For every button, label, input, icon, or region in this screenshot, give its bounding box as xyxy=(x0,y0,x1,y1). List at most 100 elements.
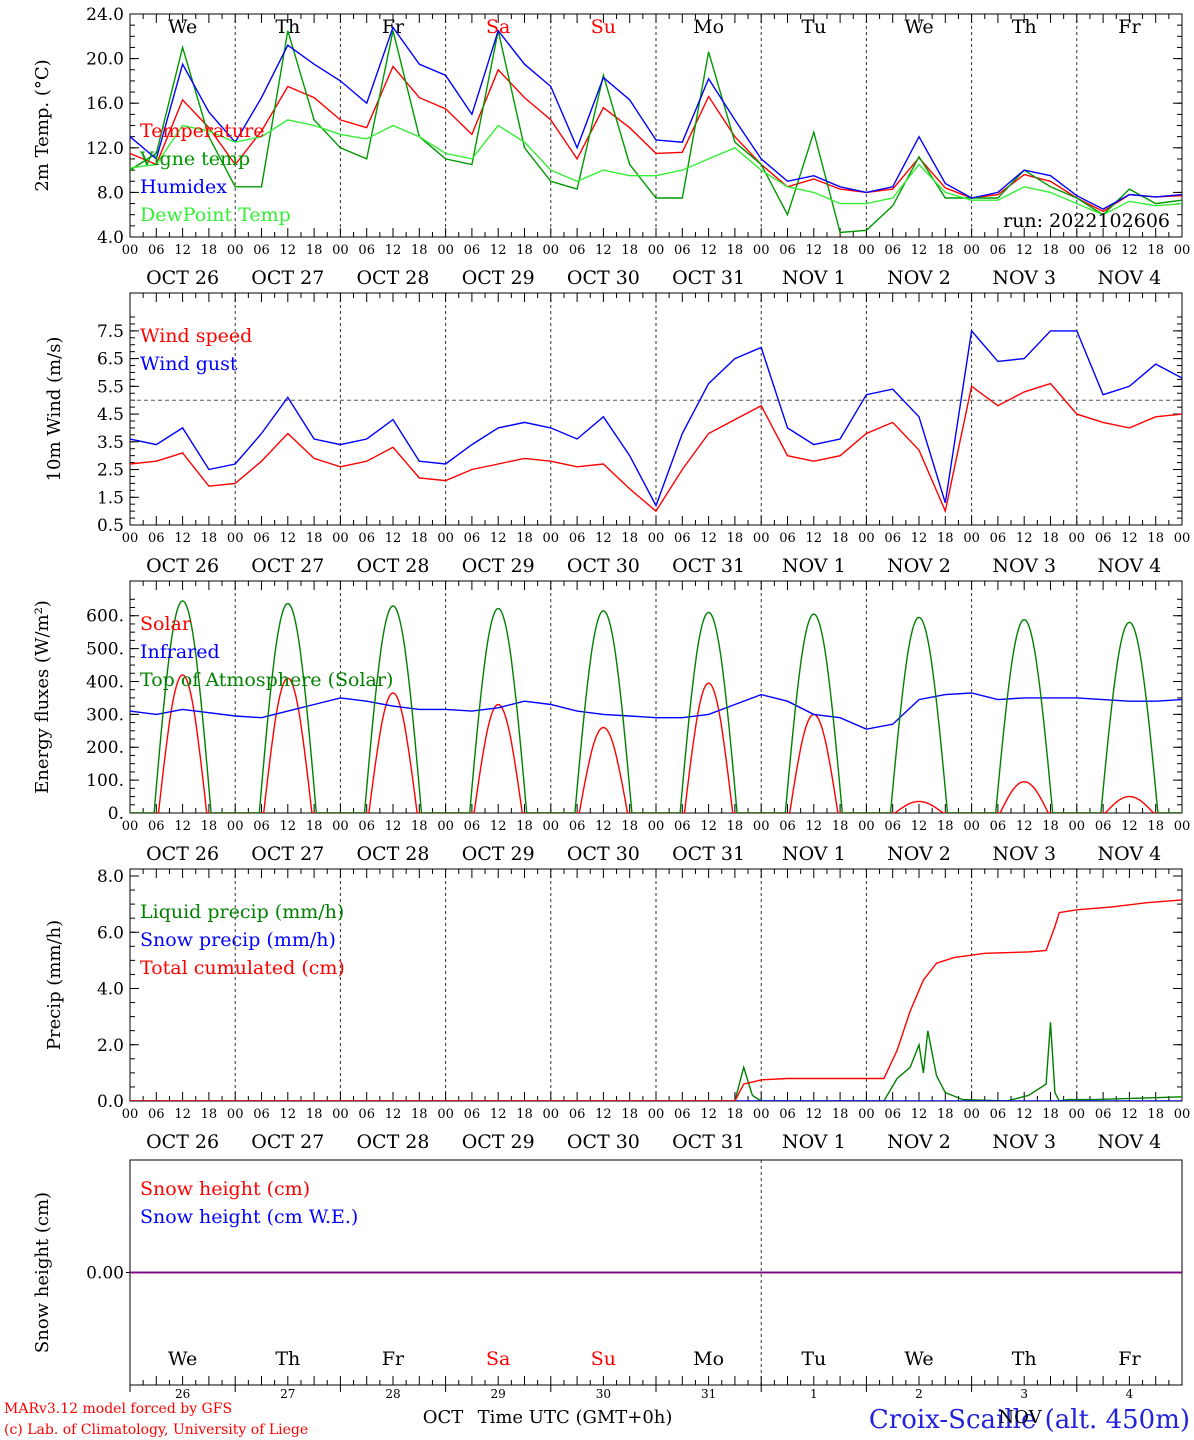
hour-tick-label: 00 xyxy=(1069,243,1086,258)
hour-tick-label: 12 xyxy=(1016,1107,1033,1122)
date-label: NOV 3 xyxy=(992,267,1056,289)
date-label: NOV 2 xyxy=(887,843,951,865)
hour-tick-label: 00 xyxy=(1174,243,1191,258)
weekday-label: Sa xyxy=(486,16,510,38)
hour-tick-label: 18 xyxy=(937,531,954,546)
date-label: OCT 26 xyxy=(146,1131,219,1153)
y-tick-label: 24.0 xyxy=(86,5,124,25)
hour-tick-label: 06 xyxy=(569,531,586,546)
weekday-label: We xyxy=(168,1348,197,1370)
date-label: NOV 1 xyxy=(782,1131,846,1153)
hour-tick-label: 18 xyxy=(411,243,428,258)
footer-x-axis-label: Time UTC (GMT+0h) xyxy=(478,1407,673,1428)
hour-tick-label: 18 xyxy=(832,1107,849,1122)
hour-tick-label: 06 xyxy=(990,819,1007,834)
date-label: OCT 31 xyxy=(672,843,745,865)
hour-tick-label: 12 xyxy=(280,531,297,546)
hour-tick-label: 12 xyxy=(490,819,507,834)
hour-tick-label: 00 xyxy=(437,1107,454,1122)
hour-tick-label: 00 xyxy=(1069,1107,1086,1122)
hour-tick-label: 00 xyxy=(227,819,244,834)
legend-entry: Wind speed xyxy=(140,325,252,347)
date-label: OCT 29 xyxy=(462,555,535,577)
hour-tick-label: 06 xyxy=(884,1107,901,1122)
hour-tick-label: 00 xyxy=(437,819,454,834)
y-axis-label: Energy fluxes (W/m²) xyxy=(32,600,53,794)
hour-tick-label: 12 xyxy=(595,1107,612,1122)
hour-tick-label: 00 xyxy=(437,531,454,546)
hour-tick-label: 06 xyxy=(148,819,165,834)
hour-tick-label: 18 xyxy=(201,243,218,258)
date-label: NOV 1 xyxy=(782,555,846,577)
panel-4: 0.0 2.0 4.0 6.0 8.0 Precip (mm/h) 00 06 12 18 OCT … xyxy=(44,867,1190,1153)
hour-tick-label: 06 xyxy=(148,531,165,546)
hour-tick-label: 06 xyxy=(1095,243,1112,258)
legend-entry: Humidex xyxy=(140,176,227,198)
hour-tick-label: 06 xyxy=(674,531,691,546)
hour-tick-label: 06 xyxy=(779,243,796,258)
hour-tick-label: 18 xyxy=(727,531,744,546)
y-tick-label: 600. xyxy=(86,607,124,627)
hour-tick-label: 18 xyxy=(832,819,849,834)
hour-tick-label: 18 xyxy=(411,1107,428,1122)
date-label: OCT 28 xyxy=(356,1131,429,1153)
hour-tick-label: 18 xyxy=(727,819,744,834)
date-label: OCT 29 xyxy=(462,843,535,865)
hour-tick-label: 12 xyxy=(911,1107,928,1122)
hour-tick-label: 06 xyxy=(779,531,796,546)
y-tick-label: 4.0 xyxy=(97,980,124,1000)
hour-tick-label: 18 xyxy=(832,243,849,258)
y-tick-label: 1.5 xyxy=(97,488,124,508)
date-label: OCT 27 xyxy=(251,1131,324,1153)
hour-tick-label: 00 xyxy=(648,1107,665,1122)
hour-tick-label: 12 xyxy=(174,1107,191,1122)
legend-entry: Snow precip (mm/h) xyxy=(140,929,336,951)
hour-tick-label: 12 xyxy=(174,243,191,258)
hour-tick-label: 18 xyxy=(937,243,954,258)
hour-tick-label: 06 xyxy=(148,1107,165,1122)
hour-tick-label: 00 xyxy=(1174,1107,1191,1122)
hour-tick-label: 00 xyxy=(753,243,770,258)
hour-tick-label: 06 xyxy=(990,531,1007,546)
hour-tick-label: 06 xyxy=(990,243,1007,258)
hour-tick-label: 18 xyxy=(201,819,218,834)
y-tick-label: 12.0 xyxy=(86,139,124,159)
hour-tick-label: 06 xyxy=(674,1107,691,1122)
hour-tick-label: 00 xyxy=(858,531,875,546)
hour-tick-label: 00 xyxy=(963,819,980,834)
date-label: NOV 1 xyxy=(782,843,846,865)
hour-tick-label: 06 xyxy=(148,243,165,258)
hour-tick-label: 12 xyxy=(700,243,717,258)
hour-tick-label: 12 xyxy=(806,1107,823,1122)
hour-tick-label: 00 xyxy=(963,1107,980,1122)
hour-tick-label: 06 xyxy=(358,531,375,546)
hour-tick-label: 12 xyxy=(280,243,297,258)
hour-tick-label: 00 xyxy=(122,819,139,834)
hour-tick-label: 00 xyxy=(332,819,349,834)
date-label: NOV 4 xyxy=(1098,843,1162,865)
hour-tick-label: 00 xyxy=(1069,531,1086,546)
hour-tick-label: 00 xyxy=(122,243,139,258)
weekday-label: Th xyxy=(275,16,300,38)
hour-tick-label: 12 xyxy=(1121,243,1138,258)
y-axis-label: Precip (mm/h) xyxy=(44,920,65,1050)
hour-tick-label: 06 xyxy=(674,243,691,258)
day-number-label: 3 xyxy=(1020,1387,1028,1401)
date-label: OCT 30 xyxy=(567,267,640,289)
legend-entry: Snow height (cm) xyxy=(140,1178,310,1200)
y-tick-label: 16.0 xyxy=(86,94,124,114)
panel-1: 4.0 8.0 12.0 16.0 20.0 24.0 2m Temp. (°C) 00 06 1… xyxy=(32,5,1190,289)
date-label: OCT 29 xyxy=(462,267,535,289)
hour-tick-label: 06 xyxy=(1095,531,1112,546)
hour-tick-label: 06 xyxy=(1095,819,1112,834)
hour-tick-label: 18 xyxy=(727,243,744,258)
date-label: NOV 3 xyxy=(992,555,1056,577)
hour-tick-label: 18 xyxy=(621,531,638,546)
hour-tick-label: 06 xyxy=(253,1107,270,1122)
series-line xyxy=(130,674,1182,813)
weekday-label: We xyxy=(904,16,933,38)
series-line xyxy=(130,382,1182,514)
series-line xyxy=(130,119,1182,216)
y-tick-label: 2.5 xyxy=(97,461,124,481)
hour-tick-label: 12 xyxy=(700,819,717,834)
